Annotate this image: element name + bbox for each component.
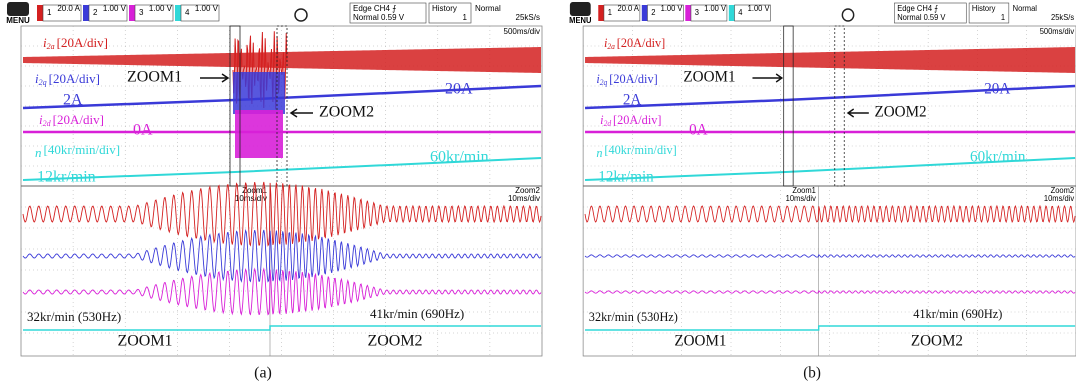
- panel: MENU 1 20.0 A 2 1.00 V 3 1.00 V 4 1.00 V Edge CH4…: [6, 2, 542, 382]
- trace-scale: [40kr/min/div]: [604, 143, 676, 157]
- history-text: 1: [463, 13, 468, 22]
- d-annotation: 0A: [133, 122, 153, 139]
- left-speed: 32kr/min (530Hz): [589, 310, 678, 324]
- zoom1-annotation: ZOOM1: [127, 69, 182, 86]
- left-speed: 32kr/min (530Hz): [27, 309, 121, 324]
- zoom2-annotation: ZOOM2: [319, 104, 374, 121]
- channel-swatch: [83, 5, 89, 21]
- panel-label: (a): [254, 365, 272, 382]
- trace-subscript: 2q: [39, 78, 47, 87]
- channel-number: 2: [651, 8, 655, 17]
- d-annotation: 0A: [689, 121, 708, 138]
- channel-number: 2: [93, 8, 98, 17]
- trace-subscript: 2d: [43, 119, 52, 128]
- channel-swatch: [729, 5, 735, 21]
- channel-swatch: [598, 5, 604, 21]
- trace-symbol: n: [35, 145, 42, 160]
- menu-icon: [570, 2, 591, 16]
- zoom1-annotation: ZOOM1: [683, 68, 735, 85]
- channel-scale: 1.00 V: [195, 4, 219, 13]
- menu-icon: [7, 2, 29, 16]
- menu-label: MENU: [6, 16, 30, 25]
- zoom2-annotation: ZOOM2: [875, 103, 927, 120]
- n-start-annotation: 12kr/min: [37, 169, 96, 186]
- figure: MENU 1 20.0 A 2 1.00 V 3 1.00 V 4 1.00 V Edge CH4…: [0, 0, 1076, 389]
- q-end-annotation: 20A: [445, 81, 473, 98]
- right-speed: 41kr/min (690Hz): [913, 307, 1002, 321]
- n-start-annotation: 12kr/min: [598, 168, 654, 185]
- channel-swatch: [685, 5, 691, 21]
- channel-number: 4: [738, 8, 743, 17]
- n-end-annotation: 60kr/min: [430, 149, 489, 166]
- trace-symbol: n: [596, 146, 602, 160]
- channel-swatch: [37, 5, 43, 21]
- trace-scale: [20A/div]: [617, 36, 665, 50]
- history-text: History: [972, 4, 996, 13]
- q-start-annotation: 2A: [63, 92, 83, 109]
- zoom-icon: [295, 9, 307, 21]
- history-text: History: [432, 4, 457, 13]
- timebase: 500ms/div: [504, 27, 540, 36]
- panel-label: (b): [803, 364, 821, 381]
- mode-text: Normal: [475, 4, 501, 13]
- channel-swatch: [175, 5, 181, 21]
- burst-id: [235, 110, 283, 158]
- panel: MENU 1 20.0 A 2 1.00 V 3 1.00 V 4 1.00 V Edge CH4…: [569, 2, 1076, 382]
- channel-number: 3: [695, 8, 699, 17]
- right-zoom-label: ZOOM2: [911, 332, 963, 349]
- channel-scale: 1.00 V: [704, 4, 727, 13]
- n-end-annotation: 60kr/min: [970, 148, 1026, 165]
- q-end-annotation: 20A: [984, 80, 1011, 97]
- mode-text: Normal: [1013, 4, 1038, 13]
- channel-number: 4: [185, 8, 190, 17]
- right-zoom-label: ZOOM2: [367, 333, 422, 350]
- channel-scale: 1.00 V: [661, 4, 684, 13]
- timebase: 500ms/div: [1040, 27, 1075, 36]
- channel-swatch: [129, 5, 135, 21]
- left-zoom-label: ZOOM1: [117, 333, 172, 350]
- mode-text: 25kS/s: [516, 13, 540, 22]
- zoom-icon: [842, 9, 853, 21]
- mode-text: 25kS/s: [1051, 13, 1074, 22]
- trigger-text: Normal 0.59 V: [897, 13, 946, 22]
- channel-scale: 1.00 V: [748, 4, 771, 13]
- trace-subscript: 2a: [47, 42, 55, 51]
- right-speed: 41kr/min (690Hz): [370, 306, 464, 321]
- trigger-text: Normal 0.59 V: [353, 13, 405, 22]
- channel-scale: 20.0 A: [618, 4, 640, 13]
- trace-scale: [20A/div]: [613, 113, 661, 127]
- trace-scale: [20A/div]: [53, 112, 104, 127]
- trace-scale: [20A/div]: [609, 72, 657, 86]
- zoom2-tag: 10ms/div: [1044, 194, 1074, 203]
- zoom2-tag: 10ms/div: [508, 194, 540, 203]
- channel-scale: 20.0 A: [57, 4, 80, 13]
- q-start-annotation: 2A: [623, 91, 642, 108]
- channel-scale: 1.00 V: [149, 4, 173, 13]
- trace-scale: [20A/div]: [57, 35, 108, 50]
- trace-scale: [20A/div]: [49, 71, 100, 86]
- left-zoom-label: ZOOM1: [674, 332, 726, 349]
- trace-subscript: 2q: [600, 78, 608, 87]
- menu-label: MENU: [569, 16, 592, 25]
- trace-scale: [40kr/min/div]: [44, 142, 121, 157]
- channel-number: 3: [139, 8, 144, 17]
- trace-subscript: 2a: [607, 42, 615, 51]
- channel-scale: 1.00 V: [103, 4, 127, 13]
- trigger-text: Edge CH4 ⨍: [353, 4, 396, 13]
- trace-subscript: 2d: [604, 119, 612, 128]
- zoom1-tag: 10ms/div: [786, 194, 816, 203]
- channel-swatch: [642, 5, 648, 21]
- trigger-text: Edge CH4 ⨍: [897, 4, 938, 13]
- history-text: 1: [1001, 13, 1005, 22]
- channel-number: 1: [608, 8, 612, 17]
- channel-number: 1: [47, 8, 52, 17]
